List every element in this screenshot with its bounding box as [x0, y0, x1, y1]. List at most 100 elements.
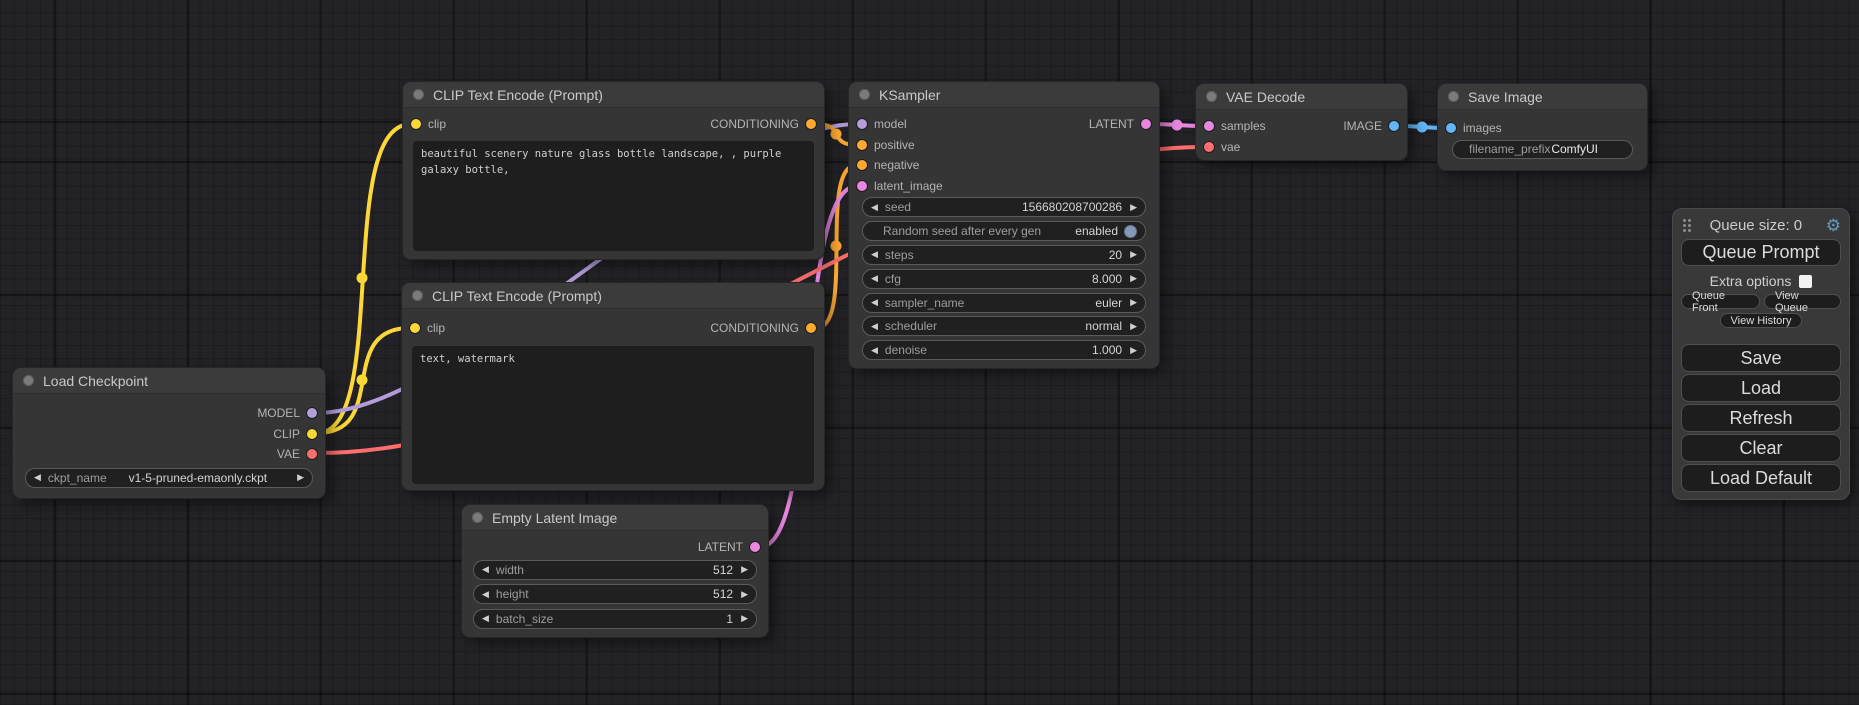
negative-prompt-textarea[interactable]: text, watermark: [412, 345, 814, 484]
node-empty-latent-image[interactable]: Empty Latent Image LATENT ◀ width 512 ▶ …: [462, 505, 768, 637]
output-slot-clip: CLIP: [13, 424, 325, 445]
decrement-arrow-icon[interactable]: ◀: [871, 320, 878, 331]
increment-arrow-icon[interactable]: ▶: [741, 613, 748, 624]
image-slot-icon[interactable]: [1446, 123, 1456, 134]
wire-midpoint-dot: [1416, 121, 1428, 133]
collapse-dot-icon[interactable]: [23, 375, 34, 386]
save-button[interactable]: Save: [1681, 344, 1841, 372]
node-title: Empty Latent Image: [492, 509, 618, 526]
refresh-button[interactable]: Refresh: [1681, 404, 1841, 432]
clip-slot-icon[interactable]: [410, 323, 420, 334]
node-load-checkpoint[interactable]: Load Checkpoint MODEL CLIP VAE ◀ ckpt_na…: [13, 368, 325, 498]
collapse-dot-icon[interactable]: [472, 512, 483, 523]
wire-midpoint-dot: [1171, 119, 1183, 131]
wire-midpoint-dot: [830, 128, 842, 140]
node-title: Load Checkpoint: [43, 372, 149, 389]
node-title-bar[interactable]: Save Image: [1438, 84, 1647, 110]
increment-arrow-icon[interactable]: ▶: [1130, 344, 1137, 355]
latent-slot-icon[interactable]: [1141, 119, 1151, 130]
node-title: CLIP Text Encode (Prompt): [432, 287, 602, 304]
node-save-image[interactable]: Save Image images filename_prefix ComfyU…: [1438, 84, 1647, 170]
gear-icon[interactable]: ⚙: [1825, 215, 1841, 235]
node-clip-text-encode-negative[interactable]: CLIP Text Encode (Prompt) clip CONDITION…: [402, 283, 824, 490]
cfg-stepper[interactable]: ◀ cfg 8.000 ▶: [862, 268, 1146, 289]
increment-arrow-icon[interactable]: ▶: [1130, 273, 1137, 284]
conditioning-slot-icon[interactable]: [806, 323, 816, 334]
increment-arrow-icon[interactable]: ▶: [1130, 201, 1137, 212]
increment-arrow-icon[interactable]: ▶: [741, 588, 748, 599]
latent-slot-icon[interactable]: [750, 542, 760, 553]
increment-arrow-icon[interactable]: ▶: [1130, 297, 1137, 308]
increment-arrow-icon[interactable]: ▶: [1130, 249, 1137, 260]
clear-button[interactable]: Clear: [1681, 434, 1841, 462]
increment-arrow-icon[interactable]: ▶: [297, 472, 304, 483]
positive-prompt-textarea[interactable]: beautiful scenery nature glass bottle la…: [413, 140, 814, 251]
steps-stepper[interactable]: ◀ steps 20 ▶: [862, 244, 1146, 265]
view-history-button[interactable]: View History: [1719, 313, 1803, 328]
image-slot-icon[interactable]: [1389, 121, 1399, 132]
conditioning-slot-icon[interactable]: [857, 160, 867, 171]
decrement-arrow-icon[interactable]: ◀: [482, 613, 489, 624]
queue-front-button[interactable]: Queue Front: [1681, 290, 1760, 314]
conditioning-slot-icon[interactable]: [857, 139, 867, 150]
extra-options-label: Extra options: [1709, 273, 1792, 289]
vae-slot-icon[interactable]: [307, 449, 317, 460]
vae-slot-icon[interactable]: [1204, 141, 1214, 152]
decrement-arrow-icon[interactable]: ◀: [34, 472, 41, 483]
conditioning-slot-icon[interactable]: [806, 119, 816, 130]
latent-slot-icon[interactable]: [857, 181, 867, 192]
load-button[interactable]: Load: [1681, 374, 1841, 402]
collapse-dot-icon[interactable]: [412, 290, 423, 301]
node-vae-decode[interactable]: VAE Decode samples IMAGE vae: [1196, 84, 1407, 160]
filename-prefix-field[interactable]: filename_prefix ComfyUI: [1452, 139, 1633, 159]
node-title-bar[interactable]: CLIP Text Encode (Prompt): [402, 283, 824, 309]
decrement-arrow-icon[interactable]: ◀: [871, 273, 878, 284]
increment-arrow-icon[interactable]: ▶: [741, 564, 748, 575]
collapse-dot-icon[interactable]: [859, 89, 870, 100]
node-title-bar[interactable]: Load Checkpoint: [13, 368, 325, 394]
decrement-arrow-icon[interactable]: ◀: [482, 564, 489, 575]
node-title: CLIP Text Encode (Prompt): [433, 86, 603, 103]
scheduler-combo[interactable]: ◀ scheduler normal ▶: [862, 316, 1146, 337]
width-stepper[interactable]: ◀ width 512 ▶: [473, 559, 757, 580]
node-title-bar[interactable]: CLIP Text Encode (Prompt): [403, 82, 824, 108]
view-queue-button[interactable]: View Queue: [1763, 290, 1841, 314]
random-seed-toggle[interactable]: Random seed after every gen enabled: [862, 221, 1146, 242]
denoise-stepper[interactable]: ◀ denoise 1.000 ▶: [862, 340, 1146, 361]
seed-stepper[interactable]: ◀ seed 156680208700286 ▶: [862, 197, 1146, 218]
collapse-dot-icon[interactable]: [1448, 91, 1459, 102]
toggle-icon[interactable]: [1124, 224, 1137, 238]
node-title-bar[interactable]: KSampler: [849, 82, 1159, 108]
node-clip-text-encode-positive[interactable]: CLIP Text Encode (Prompt) clip CONDITION…: [403, 82, 824, 259]
drag-handle-icon[interactable]: [1683, 218, 1686, 222]
collapse-dot-icon[interactable]: [1206, 91, 1217, 102]
wire-midpoint-dot: [356, 272, 368, 284]
decrement-arrow-icon[interactable]: ◀: [482, 588, 489, 599]
decrement-arrow-icon[interactable]: ◀: [871, 297, 878, 308]
input-slot-negative: negative: [849, 155, 1159, 176]
model-slot-icon[interactable]: [857, 119, 867, 130]
node-ksampler[interactable]: KSampler model LATENT positive negative …: [849, 82, 1159, 368]
output-slot-vae: VAE: [13, 444, 325, 465]
height-stepper[interactable]: ◀ height 512 ▶: [473, 584, 757, 605]
clip-slot-icon[interactable]: [307, 428, 317, 439]
clip-slot-icon[interactable]: [411, 119, 421, 130]
decrement-arrow-icon[interactable]: ◀: [871, 344, 878, 355]
node-title-bar[interactable]: VAE Decode: [1196, 84, 1407, 110]
load-default-button[interactable]: Load Default: [1681, 464, 1841, 492]
decrement-arrow-icon[interactable]: ◀: [871, 201, 878, 212]
output-slot-latent: LATENT: [462, 537, 768, 558]
output-slot-model: MODEL: [13, 403, 325, 424]
collapse-dot-icon[interactable]: [413, 89, 424, 100]
latent-slot-icon[interactable]: [1204, 121, 1214, 132]
sampler-name-combo[interactable]: ◀ sampler_name euler ▶: [862, 292, 1146, 313]
decrement-arrow-icon[interactable]: ◀: [871, 249, 878, 260]
increment-arrow-icon[interactable]: ▶: [1130, 320, 1137, 331]
model-slot-icon[interactable]: [307, 408, 317, 419]
batch-size-stepper[interactable]: ◀ batch_size 1 ▶: [473, 608, 757, 629]
extra-options-checkbox[interactable]: [1799, 274, 1813, 288]
node-title-bar[interactable]: Empty Latent Image: [462, 505, 768, 531]
ckpt-name-combo[interactable]: ◀ ckpt_name v1-5-pruned-emaonly.ckpt ▶: [25, 467, 313, 488]
queue-prompt-button[interactable]: Queue Prompt: [1681, 239, 1841, 266]
wire-midpoint-dot: [356, 374, 368, 386]
